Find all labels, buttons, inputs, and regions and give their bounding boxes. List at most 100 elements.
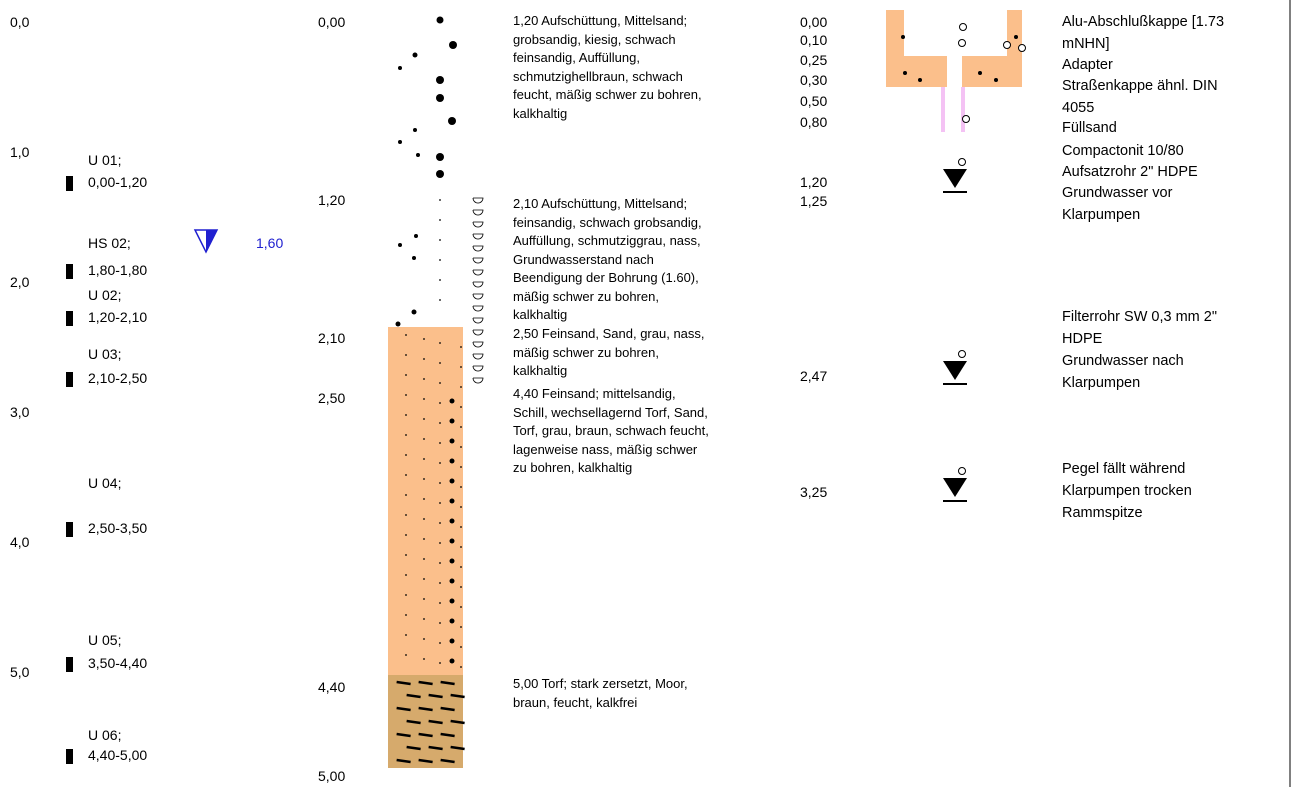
sand-dot: [405, 514, 407, 516]
well-label: Adapter: [1062, 57, 1113, 73]
well-cap-left: [886, 10, 947, 87]
sand-dot: [439, 482, 441, 484]
peat-dash: [418, 706, 433, 712]
layer-description: 2,50 Feinsand, Sand, grau, nass,: [513, 326, 705, 341]
shell-symbol: [472, 377, 484, 384]
gravel-dot: [398, 66, 402, 70]
shell-symbol: [472, 269, 484, 276]
peat-dash: [396, 758, 411, 764]
depth-label: 3,0: [10, 404, 30, 420]
sand-dot: [439, 502, 441, 504]
fill-dot: [903, 71, 907, 75]
fine-dot: [439, 299, 441, 301]
layer-description: 4,40 Feinsand; mittelsandig,: [513, 386, 676, 401]
layer-description: feucht, mäßig schwer zu bohren,: [513, 87, 702, 102]
gravel-dot: [449, 598, 455, 604]
well-label: Grundwasser nach: [1062, 353, 1184, 369]
sand-dot: [423, 638, 425, 640]
well-label: Füllsand: [1062, 120, 1117, 136]
fine-dot: [439, 239, 441, 241]
sand-dot: [439, 562, 441, 564]
layer-description: Grundwasserstand nach: [513, 251, 654, 267]
gravel-dot: [449, 538, 455, 544]
peat-dash: [428, 719, 443, 725]
layer-description: 2,10 Aufschüttung, Mittelsand;: [513, 196, 688, 211]
depth-label: 0,0: [10, 14, 30, 30]
sand-dot: [405, 374, 407, 376]
peat-dash: [428, 693, 443, 699]
depth-label: 2,0: [10, 274, 30, 290]
well-depth: 0,00: [800, 14, 828, 30]
layer-description: feinsandig, Auffüllung,: [513, 50, 640, 65]
sand-dot: [439, 362, 441, 364]
sand-dot: [460, 546, 462, 548]
peat-dash: [396, 680, 411, 686]
well-label: Rammspitze: [1062, 505, 1143, 521]
layer-description: braun, feucht, kalkfrei: [513, 694, 638, 710]
layer-depth: 0,00: [318, 14, 346, 30]
sand-dot: [460, 566, 462, 568]
layer-description: mäßig schwer zu bohren,: [513, 288, 659, 304]
well-cap-right: [962, 10, 1022, 87]
layer-description: lagenweise nass, mäßig schwer: [513, 441, 698, 457]
sand-dot: [460, 426, 462, 428]
sand-dot: [439, 662, 441, 664]
sand-dot: [423, 618, 425, 620]
fine-dot: [439, 219, 441, 221]
well-depth: 3,25: [800, 484, 828, 500]
sand-dot: [439, 542, 441, 544]
sand-dot: [405, 534, 407, 536]
open-circle: [1003, 41, 1011, 49]
gravel-dot: [449, 638, 455, 644]
sand-dot: [460, 406, 462, 408]
open-circle: [958, 39, 966, 47]
gravel-dot: [449, 458, 455, 464]
open-circle: [958, 158, 966, 166]
sample-marker: [66, 264, 73, 279]
sand-dot: [439, 422, 441, 424]
peat-dash: [418, 732, 433, 738]
layer-description: 5,00 Torf; stark zersetzt, Moor,: [513, 676, 688, 691]
sand-dot: [405, 614, 407, 616]
sand-dot: [405, 474, 407, 476]
sand-dot: [439, 622, 441, 624]
sand-dot: [423, 498, 425, 500]
sand-dot: [460, 386, 462, 388]
sample-label: U 03;: [88, 346, 122, 362]
layer-description: Schill, wechsellagernd Torf, Sand,: [513, 404, 708, 420]
sand-dot: [439, 342, 441, 344]
gravel-dot: [449, 418, 455, 424]
shell-symbol: [472, 281, 484, 288]
sand-dot: [439, 462, 441, 464]
open-circle: [958, 467, 966, 475]
sample-range: 4,40-5,00: [88, 747, 148, 763]
sand-dot: [405, 574, 407, 576]
layer-description: kalkhaltig: [513, 363, 568, 378]
shell-symbol: [472, 353, 484, 360]
well-label: Grundwasser vor: [1062, 185, 1173, 201]
pipe: [961, 87, 965, 132]
sample-range: 2,10-2,50: [88, 370, 148, 386]
sand-dot: [460, 586, 462, 588]
sand-dot: [423, 578, 425, 580]
sand-dot: [460, 526, 462, 528]
fill-dot: [901, 35, 905, 39]
shell-symbol: [472, 197, 484, 204]
layer-depth: 1,20: [318, 192, 346, 208]
sand-dot: [405, 394, 407, 396]
sand-dot: [405, 414, 407, 416]
fill-dot: [918, 78, 922, 82]
fill-dot: [1014, 35, 1018, 39]
sand-dot: [405, 494, 407, 496]
fine-dot: [439, 279, 441, 281]
gravel-dot: [395, 321, 401, 327]
gravel-dot: [436, 170, 444, 178]
sand-dot: [423, 398, 425, 400]
well-label: Aufsatzrohr 2" HDPE: [1062, 164, 1198, 180]
well-label: Compactonit 10/80: [1062, 143, 1184, 159]
sand-dot: [423, 658, 425, 660]
shell-symbol: [472, 293, 484, 300]
gravel-dot: [398, 140, 402, 144]
